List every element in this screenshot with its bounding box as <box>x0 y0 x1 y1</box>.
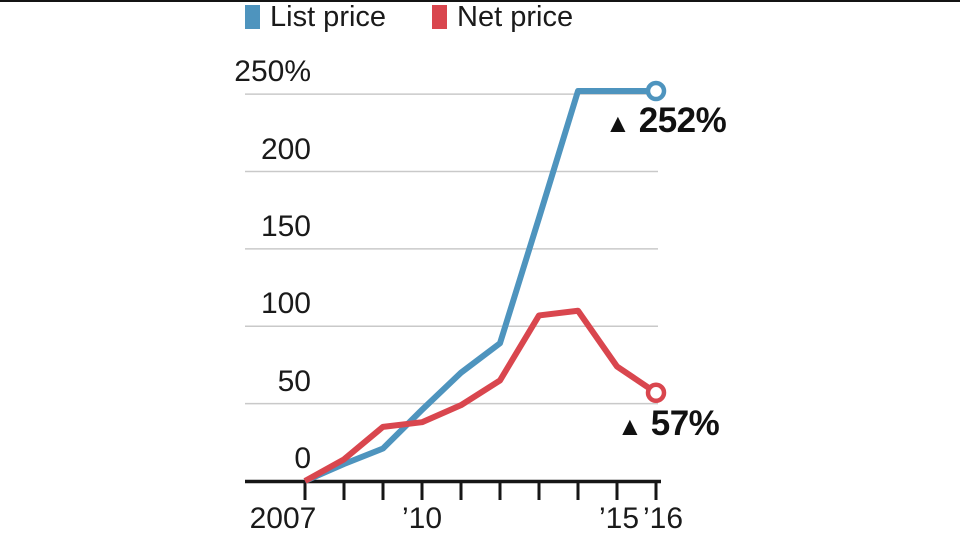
y-axis-label: 150 <box>260 209 311 243</box>
net-price-swatch-icon <box>432 5 448 29</box>
annotation-net-price-value: 57% <box>650 404 720 443</box>
legend-label-net-price: Net price <box>457 1 574 33</box>
end-marker-list-price <box>645 80 667 102</box>
legend-label-list-price: List price <box>270 1 387 33</box>
list-price-swatch-icon <box>245 5 260 29</box>
y-axis-label: 0 <box>294 442 311 475</box>
annotation-net-price: ▲ 57% <box>617 404 720 444</box>
y-axis-label: 50 <box>277 364 311 398</box>
top-border <box>0 0 960 2</box>
legend-item-list-price: List price <box>245 1 387 33</box>
legend-item-net-price: Net price <box>432 1 574 33</box>
x-axis-label: ’16 <box>642 502 684 535</box>
annotation-list-price-value: 252% <box>638 101 727 140</box>
up-triangle-icon: ▲ <box>617 411 643 441</box>
y-axis-label: 100 <box>260 287 311 321</box>
annotation-list-price: ▲ 252% <box>605 101 727 141</box>
series-line-list-price <box>303 88 656 484</box>
series-line-net-price <box>303 307 658 484</box>
y-axis-label: 200 <box>260 132 311 166</box>
x-axis-label: ’10 <box>401 502 443 535</box>
end-marker-net-price <box>645 382 667 404</box>
y-axis-label: 250% <box>234 55 311 89</box>
x-axis-label: 2007 <box>249 502 317 535</box>
x-axis-label: ’15 <box>598 502 640 535</box>
legend: List price Net price <box>245 1 574 33</box>
up-triangle-icon: ▲ <box>605 108 631 138</box>
